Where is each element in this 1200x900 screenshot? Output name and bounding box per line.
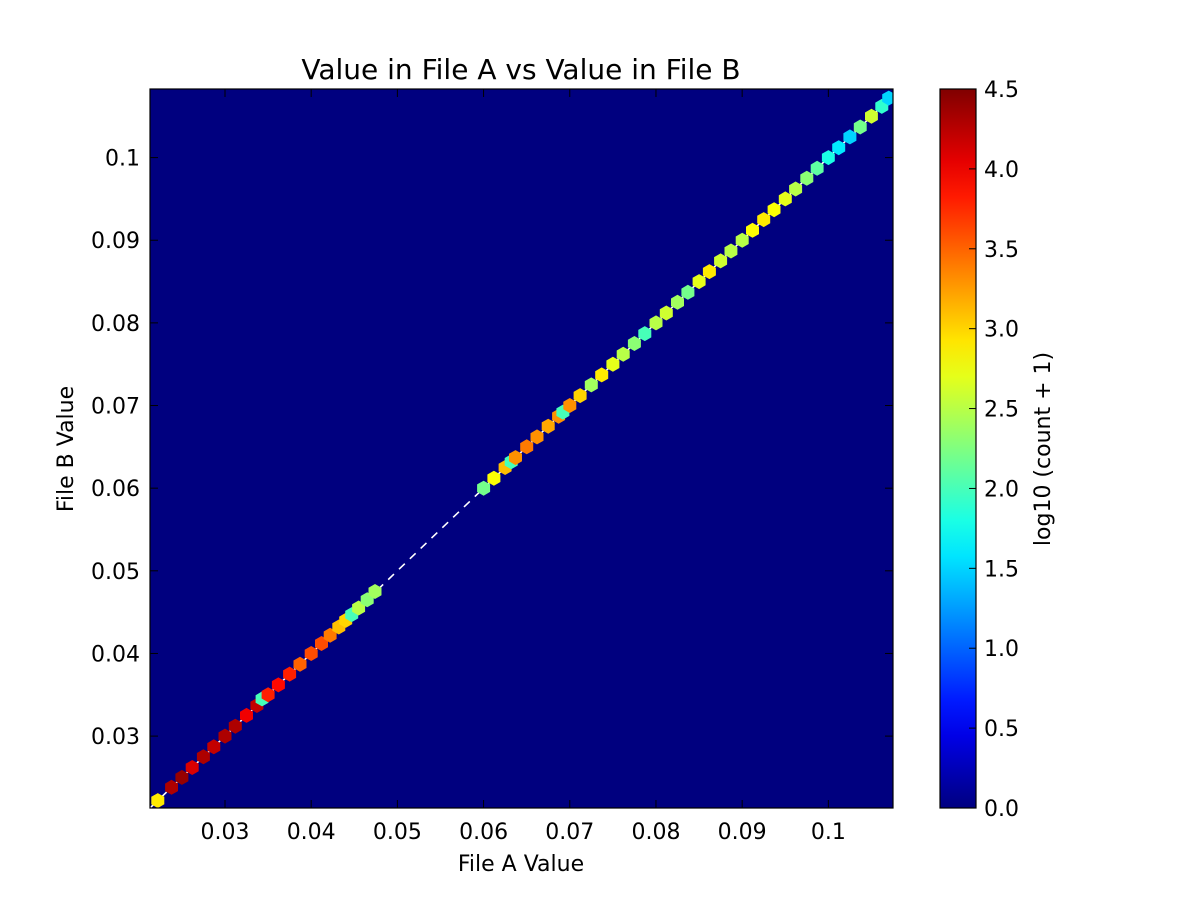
colorbar-tick-label: 0.5 [984, 717, 1019, 742]
x-axis-label: File A Value [458, 852, 584, 877]
y-axis: 0.03 0.04 0.05 0.06 0.07 0.08 0.09 0.1 [91, 147, 893, 750]
hexbin-cell [832, 140, 846, 156]
hexbin-cell [228, 718, 242, 734]
hexbin-cell [606, 356, 620, 372]
hexbin-cell [293, 656, 307, 672]
x-tick-label: 0.08 [631, 820, 680, 845]
chart-title: Value in File A vs Value in File B [301, 53, 740, 86]
colorbar-label: log10 (count + 1) [1031, 352, 1056, 546]
x-tick-label: 0.03 [200, 820, 249, 845]
hexbin-cell [882, 90, 893, 106]
hexbin-cell [746, 222, 759, 238]
x-tick-label: 0.07 [545, 820, 594, 845]
hexbin-cell [261, 687, 275, 703]
hexbin-cell [323, 627, 337, 643]
hexbin-cell [196, 749, 210, 765]
hexbin-cell [185, 760, 199, 775]
colorbar [939, 88, 977, 809]
hexbin-cell [616, 346, 630, 362]
x-tick-label: 0.04 [287, 820, 336, 845]
y-tick-label: 0.1 [105, 147, 140, 172]
y-tick-label: 0.08 [91, 312, 140, 337]
x-axis: 0.03 0.04 0.05 0.06 0.07 0.08 0.09 0.1 [200, 89, 846, 845]
y-axis-label: File B Value [54, 386, 79, 512]
hexbin-cell [530, 429, 544, 445]
colorbar-tick-label: 1.0 [984, 637, 1019, 662]
y-tick-label: 0.04 [91, 642, 140, 667]
hexbin-cell [240, 707, 253, 723]
colorbar-ticks: 0.0 0.5 1.0 1.5 2.0 2.5 3.0 3.5 4.0 4.5 [969, 78, 1019, 822]
y-tick-label: 0.09 [91, 229, 140, 254]
plot-frame [149, 88, 894, 809]
colorbar-tick-label: 4.5 [984, 78, 1019, 103]
hexbin-cell [821, 150, 835, 166]
hexbin-cell [735, 232, 749, 248]
hexbin-cell [853, 119, 867, 135]
hexbin-cell [702, 264, 716, 280]
hexbin-cell [692, 274, 706, 290]
hexbin-cell [509, 450, 522, 466]
hexbin-cell [175, 769, 189, 785]
hexbin-cell [595, 367, 609, 383]
colorbar-tick-label: 2.0 [984, 477, 1019, 502]
hexbin-cell [315, 636, 328, 651]
x-tick-label: 0.1 [811, 820, 846, 845]
hexbin-cell [714, 253, 728, 269]
hexbin-cell [767, 202, 781, 218]
y-tick-label: 0.06 [91, 477, 140, 502]
hexbin-cell [487, 470, 501, 486]
hexbin-cell [352, 600, 366, 616]
colorbar-tick-label: 3.5 [984, 238, 1019, 263]
y-tick-label: 0.03 [91, 725, 140, 750]
hexbin-cell [649, 315, 663, 331]
hexbin-cell [520, 439, 534, 455]
y-tick-label: 0.05 [91, 560, 140, 585]
hexbin-cell [627, 336, 641, 351]
x-tick-label: 0.09 [718, 820, 767, 845]
colorbar-tick-label: 4.0 [984, 158, 1019, 183]
hexbin-cell [865, 108, 878, 124]
hexbin-cell [778, 191, 792, 207]
hexbin-cell [207, 739, 221, 755]
hexbin-cell [368, 584, 382, 599]
hexbin-cell [563, 398, 577, 413]
hexbin-cell [304, 646, 318, 661]
hexbin-cell [218, 728, 232, 744]
hexbin-cell [151, 793, 165, 808]
hexbin-cell [573, 388, 587, 404]
x-tick-label: 0.06 [459, 820, 508, 845]
hexbin-cell [165, 779, 178, 795]
hexbin-cell [681, 284, 695, 300]
hexbin-cell [671, 294, 684, 310]
hexbin-cell [584, 377, 598, 393]
hexbin-cell [271, 677, 285, 693]
hexbin-cell [638, 326, 652, 342]
hexbin-cell [757, 212, 771, 228]
colorbar-tick-label: 2.5 [984, 398, 1019, 423]
colorbar-tick-label: 3.0 [984, 318, 1019, 343]
hexbin-cell [843, 129, 857, 145]
y-tick-label: 0.07 [91, 395, 140, 420]
hexbin-cell [800, 170, 814, 186]
colorbar-tick-label: 0.0 [984, 797, 1019, 822]
hexbin-cell [541, 418, 555, 434]
hexbin-cell [789, 181, 803, 197]
x-tick-label: 0.05 [373, 820, 422, 845]
hexbin-cell [659, 305, 673, 321]
plot-marks [150, 90, 893, 808]
hexbin-cell [810, 160, 824, 176]
hexbin-cell [477, 480, 491, 496]
hexbin-cell [724, 243, 738, 259]
hexbin-cell [283, 666, 297, 682]
colorbar-tick-label: 1.5 [984, 557, 1019, 582]
